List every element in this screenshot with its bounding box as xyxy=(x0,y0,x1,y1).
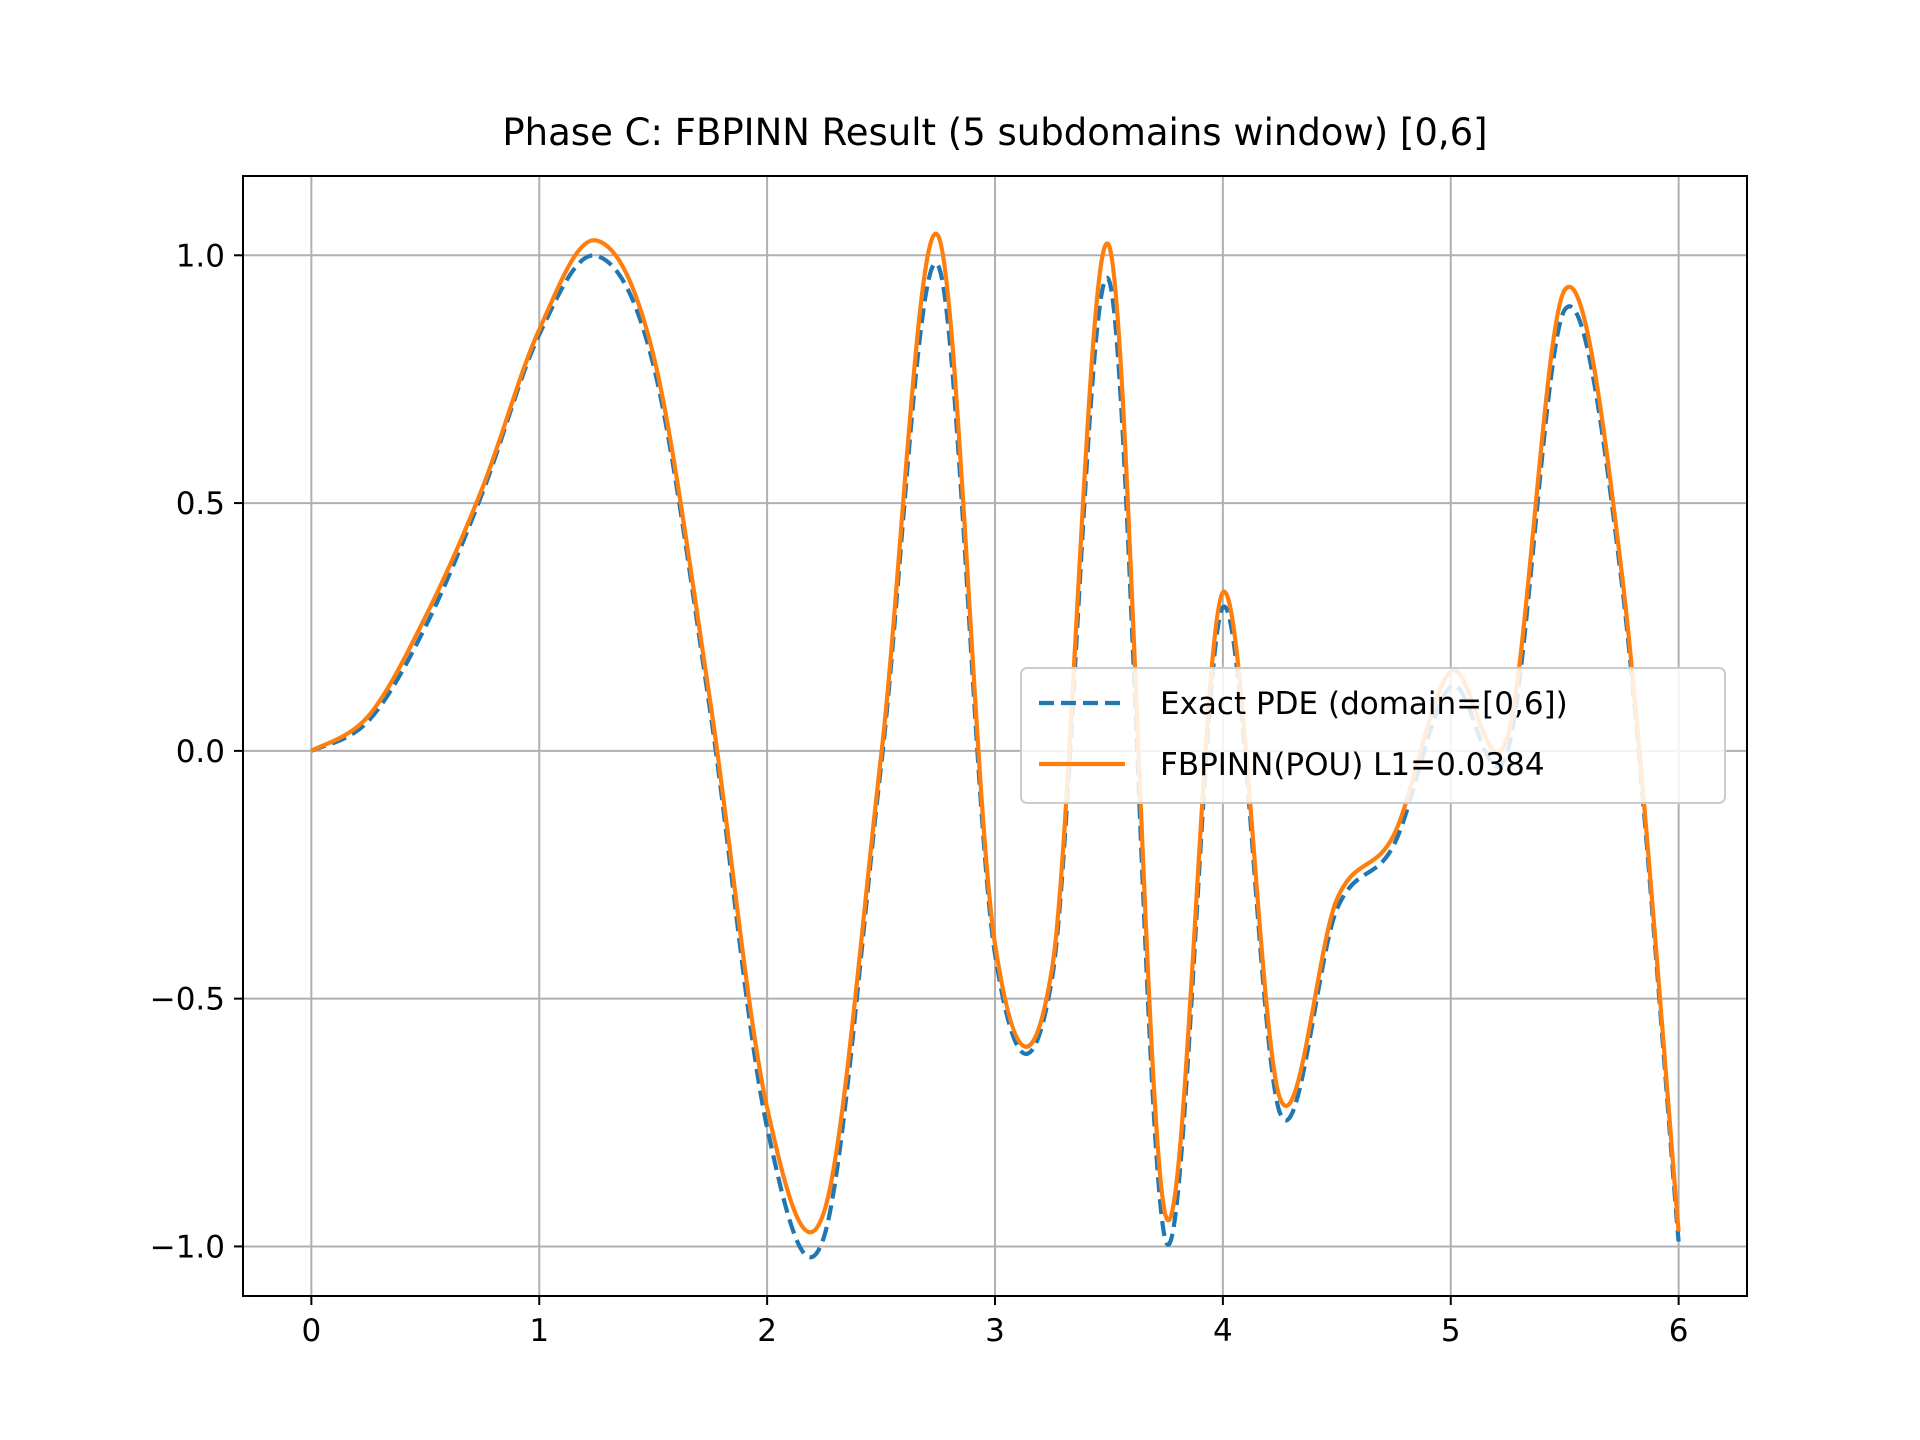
y-tick-label: 0.0 xyxy=(176,734,225,770)
legend: Exact PDE (domain=[0,6]) FBPINN(POU) L1=… xyxy=(1020,667,1726,804)
y-tick-label: 0.5 xyxy=(176,486,225,522)
legend-label-fbpinn: FBPINN(POU) L1=0.0384 xyxy=(1160,747,1545,783)
x-axis: 0 1 2 3 4 5 6 xyxy=(301,1296,1689,1349)
x-tick-label: 2 xyxy=(757,1313,777,1349)
legend-label-exact-pde: Exact PDE (domain=[0,6]) xyxy=(1160,686,1568,722)
x-tick-label: 6 xyxy=(1669,1313,1689,1349)
legend-box xyxy=(1020,667,1726,804)
y-axis: −1.0 −0.5 0.0 0.5 1.0 xyxy=(150,238,243,1265)
x-tick-label: 4 xyxy=(1213,1313,1233,1349)
chart-title: Phase C: FBPINN Result (5 subdomains win… xyxy=(502,111,1487,154)
x-tick-label: 0 xyxy=(301,1313,321,1349)
x-tick-label: 3 xyxy=(985,1313,1005,1349)
x-tick-label: 5 xyxy=(1441,1313,1461,1349)
y-tick-label: −1.0 xyxy=(150,1229,225,1265)
y-tick-label: −0.5 xyxy=(150,982,225,1018)
x-tick-label: 1 xyxy=(529,1313,549,1349)
y-tick-label: 1.0 xyxy=(176,238,225,274)
